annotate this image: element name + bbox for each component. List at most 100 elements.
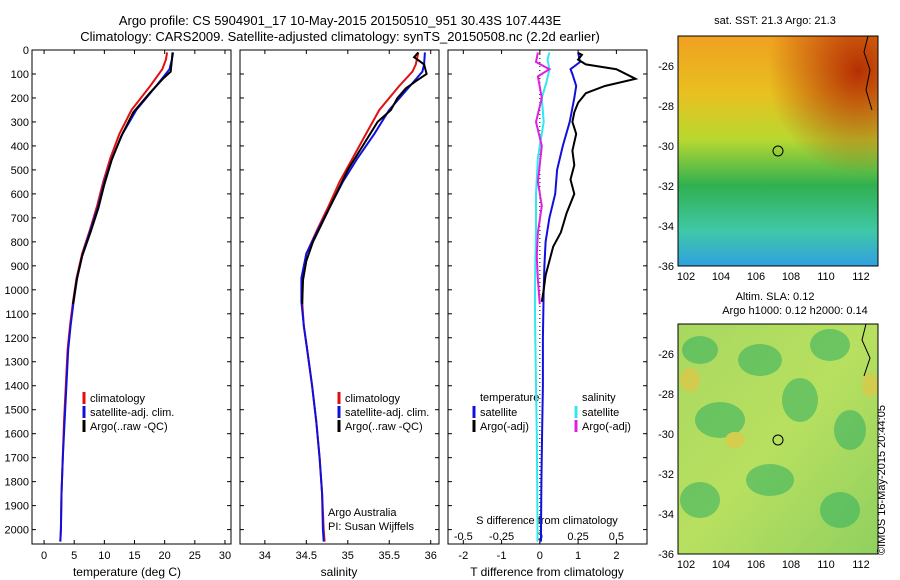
legend-label-t-argo: Argo(-adj) xyxy=(480,421,529,433)
x-tick-label: 36 xyxy=(425,550,437,562)
series-line-climatology xyxy=(59,52,169,542)
y-tick-label: 500 xyxy=(11,165,29,177)
legend-label-argo: Argo(..raw -QC) xyxy=(345,421,423,433)
y-tick-label: 100 xyxy=(11,69,29,81)
series-line-argo-raw-qc- xyxy=(72,52,174,305)
y-tick-label: 1000 xyxy=(5,285,29,297)
legend-label-climatology: climatology xyxy=(90,393,146,405)
y-tick-label: 1400 xyxy=(5,381,29,393)
legend-label-argo: Argo(..raw -QC) xyxy=(90,421,168,433)
map-lat-label: -28 xyxy=(658,389,674,401)
sst-map-coastline xyxy=(863,35,873,111)
sst-map-argo-location xyxy=(772,145,784,157)
legend-heading-salinity: salinity xyxy=(582,392,616,404)
x-tick-label: 0 xyxy=(537,550,543,562)
x-tick-label: 30 xyxy=(219,550,231,562)
map-lat-label: -32 xyxy=(658,469,674,481)
x-tick-label: 2 xyxy=(613,550,619,562)
map-lon-label: 108 xyxy=(782,271,800,283)
sla-map-argo-location xyxy=(772,434,784,446)
sla-map-eddies xyxy=(680,329,878,528)
salinity-annotation-1: Argo Australia xyxy=(328,507,397,519)
y-tick-label: 2000 xyxy=(5,525,29,537)
legend-label-satellite: satellite-adj. clim. xyxy=(345,407,429,419)
y-tick-label: 1200 xyxy=(5,333,29,345)
map-lat-label: -30 xyxy=(658,429,674,441)
y-tick-label: 400 xyxy=(11,141,29,153)
x-top-tick-label: -0.25 xyxy=(489,531,514,543)
legend-label-s-satellite: satellite xyxy=(582,407,619,419)
map-lat-label: -26 xyxy=(658,349,674,361)
x-tick-label: 35 xyxy=(342,550,354,562)
y-tick-label: 600 xyxy=(11,189,29,201)
map-lat-label: -36 xyxy=(658,261,674,273)
y-tick-label: 1800 xyxy=(5,477,29,489)
map-lon-label: 110 xyxy=(817,271,835,283)
sla-map xyxy=(677,323,879,555)
y-tick-label: 700 xyxy=(11,213,29,225)
map-lat-label: -32 xyxy=(658,181,674,193)
x-tick-label: 34.5 xyxy=(296,550,317,562)
sla-map-title-2: Argo h1000: 0.12 h2000: 0.14 xyxy=(722,305,868,317)
y-tick-label: 1500 xyxy=(5,405,29,417)
salinity-panel-frame xyxy=(239,49,440,545)
salinity-annotation-2: PI: Susan Wijffels xyxy=(328,521,414,533)
legend-label-climatology: climatology xyxy=(345,393,401,405)
imos-credit: ©IMOS 16-May-2015 20:44:05 xyxy=(876,405,888,555)
salinity-xlabel: salinity xyxy=(321,565,358,579)
map-lon-label: 104 xyxy=(712,559,730,571)
y-tick-label: 800 xyxy=(11,237,29,249)
series-line-argo-raw-qc- xyxy=(301,51,428,305)
y-tick-label: 1100 xyxy=(5,309,29,321)
sst-map-warm-region xyxy=(678,36,878,266)
sla-map-coastline xyxy=(861,323,871,377)
series-line-satellite xyxy=(540,52,582,542)
x-tick-label: 0 xyxy=(41,550,47,562)
x-top-tick-label: 0 xyxy=(537,531,543,543)
series-line-satellite-adj-clim- xyxy=(300,52,426,542)
salinity-legend: climatology satellite-adj. clim. Argo(..… xyxy=(337,392,429,433)
chart-marks: 0100200300400500600700800900100011001200… xyxy=(5,45,870,571)
map-lon-label: 106 xyxy=(747,559,765,571)
difference-legend: temperature salinity satellite Argo(-adj… xyxy=(472,392,631,433)
sla-map-frame xyxy=(677,323,879,555)
x-tick-label: -1 xyxy=(497,550,507,562)
sla-map-title-1: Altim. SLA: 0.12 xyxy=(735,291,815,303)
map-lat-label: -26 xyxy=(658,61,674,73)
legend-label-s-argo: Argo(-adj) xyxy=(582,421,631,433)
legend-heading-temperature: temperature xyxy=(480,392,539,404)
map-lat-label: -34 xyxy=(658,221,674,233)
y-tick-label: 1900 xyxy=(5,501,29,513)
x-tick-label: 10 xyxy=(98,550,110,562)
x-top-tick-label: 0.25 xyxy=(567,531,588,543)
map-lon-label: 106 xyxy=(747,271,765,283)
map-lat-label: -30 xyxy=(658,141,674,153)
temperature-panel-frame xyxy=(31,49,232,545)
x-tick-label: 1 xyxy=(575,550,581,562)
sst-map xyxy=(677,35,879,267)
y-tick-label: 1700 xyxy=(5,453,29,465)
x-tick-label: 20 xyxy=(159,550,171,562)
sst-map-title: sat. SST: 21.3 Argo: 21.3 xyxy=(714,15,836,27)
legend-label-satellite: satellite-adj. clim. xyxy=(90,407,174,419)
series-line-satellite xyxy=(533,52,551,542)
x-tick-label: 35.5 xyxy=(379,550,400,562)
map-lon-label: 112 xyxy=(852,271,870,283)
legend-label-t-satellite: satellite xyxy=(480,407,517,419)
map-lon-label: 104 xyxy=(712,271,730,283)
map-lon-label: 102 xyxy=(677,559,695,571)
temperature-legend: climatology satellite-adj. clim. Argo(..… xyxy=(82,392,174,433)
map-lon-label: 108 xyxy=(782,559,800,571)
map-lat-label: -34 xyxy=(658,509,674,521)
difference-xlabel: T difference from climatology xyxy=(470,565,624,579)
series-line-argo-adj- xyxy=(534,52,552,305)
difference-top-xlabel: S difference from climatology xyxy=(476,515,618,527)
map-lon-label: 110 xyxy=(817,559,835,571)
figure-title-line2: Climatology: CARS2009. Satellite-adjuste… xyxy=(80,29,600,44)
series-line-satellite-adj-clim- xyxy=(59,52,175,542)
map-lon-label: 102 xyxy=(677,271,695,283)
y-tick-label: 200 xyxy=(11,93,29,105)
difference-panel-frame xyxy=(447,49,648,545)
series-line-argo-adj- xyxy=(540,52,639,302)
